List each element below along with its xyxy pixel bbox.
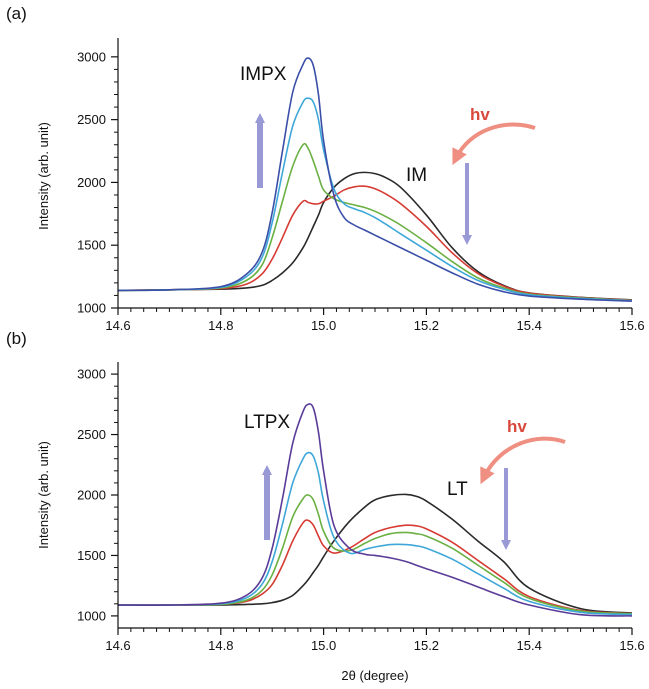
series-line-a-3	[117, 97, 633, 302]
x-tick-label: 15.2	[414, 318, 439, 333]
y-tick-label: 2000	[77, 175, 106, 190]
hv-label-b: hv	[507, 417, 527, 436]
hv-label-a: hv	[470, 105, 490, 124]
series-group-a	[117, 57, 633, 302]
x-tick-label: 15.0	[311, 318, 336, 333]
x-tick-label: 15.4	[517, 638, 542, 653]
y-tick-label: 2500	[77, 112, 106, 127]
curved-arrow-icon-b	[480, 436, 566, 485]
y-tick-label: 2500	[77, 427, 106, 442]
series-line-a-0	[117, 171, 633, 301]
panel-a: (a) 14.6 14.8 15.0 15.2 15.4 15.6 1000 1500 2000…	[6, 4, 645, 333]
x-tick-label: 15.0	[311, 638, 336, 653]
phase-label-im: IM	[406, 165, 427, 186]
panel-b: (b) 14.6 14.8 15.0 15.2 15.4 15.6 1000 1500 2000…	[6, 329, 645, 683]
y-tick-label: 3000	[77, 367, 106, 382]
y-axis-title-a: Intensity (arb. unit)	[36, 122, 51, 230]
series-line-b-3	[117, 451, 633, 616]
panel-label-a: (a)	[6, 4, 27, 23]
series-line-b-1	[117, 519, 633, 615]
x-axis-title: 2θ (degree)	[341, 668, 408, 683]
x-tick-label: 14.6	[105, 318, 130, 333]
y-tick-label: 1500	[77, 238, 106, 253]
series-line-a-1	[117, 185, 633, 301]
series-line-b-0	[118, 493, 633, 614]
y-tick-label: 1000	[77, 608, 106, 623]
series-line-b-4	[117, 403, 633, 617]
series-line-a-2	[117, 142, 633, 302]
phase-label-lt: LT	[447, 479, 468, 500]
y-tick-label: 1000	[77, 301, 106, 316]
panel-label-b: (b)	[6, 329, 27, 348]
x-tick-label: 15.2	[414, 638, 439, 653]
x-tick-label: 14.6	[105, 638, 130, 653]
y-tick-label: 2000	[77, 488, 106, 503]
x-tick-label: 15.6	[619, 638, 644, 653]
curved-arrow-icon-a	[452, 122, 536, 166]
series-line-a-4	[117, 57, 633, 302]
x-tick-label: 15.4	[517, 318, 542, 333]
series-line-b-2	[117, 494, 633, 615]
series-group-b	[117, 403, 633, 617]
peak-label-ltpx: LTPX	[244, 412, 290, 433]
y-tick-label: 1500	[77, 548, 106, 563]
x-tick-label: 14.8	[208, 318, 233, 333]
y-tick-label: 3000	[77, 49, 106, 64]
x-tick-label: 14.8	[208, 638, 233, 653]
x-tick-label: 15.6	[619, 318, 644, 333]
y-axis-title-b: Intensity (arb. unit)	[36, 441, 51, 549]
peak-label-impx: IMPX	[240, 64, 287, 85]
